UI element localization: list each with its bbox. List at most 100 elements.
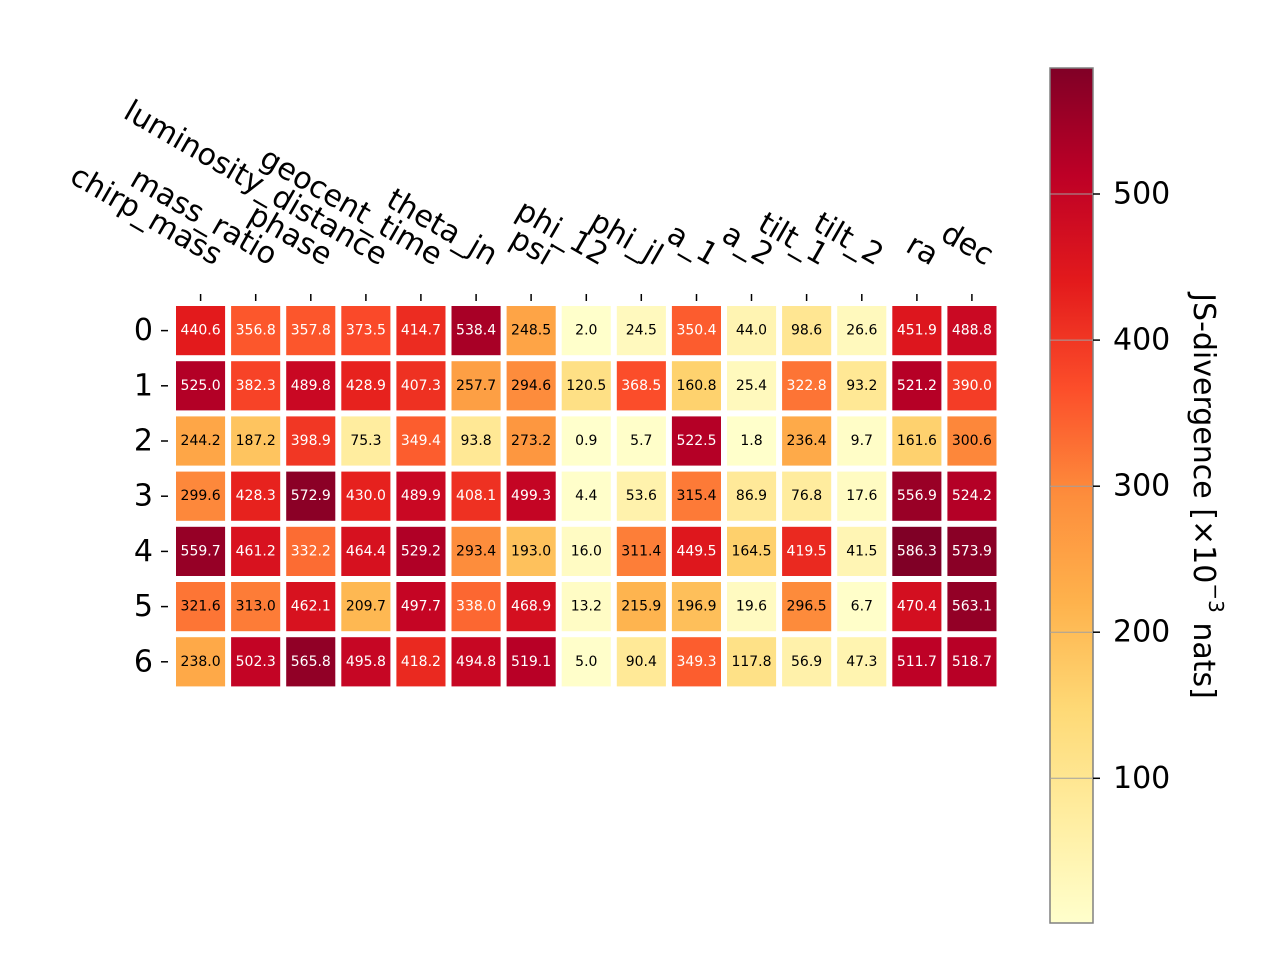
heatmap-cell-rect bbox=[176, 526, 226, 576]
heatmap-cell: 75.3 bbox=[341, 416, 391, 466]
heatmap-cell-rect bbox=[231, 306, 281, 356]
y-tick-label: 5 bbox=[134, 589, 153, 624]
x-tick-label: ra bbox=[900, 227, 944, 273]
heatmap-cell-rect bbox=[782, 471, 832, 521]
heatmap-cell: 209.7 bbox=[341, 582, 391, 632]
heatmap-cell: 522.5 bbox=[671, 416, 721, 466]
x-axis: chirp_massmass_ratiophaseluminosity_dist… bbox=[64, 94, 999, 301]
heatmap-cell-rect bbox=[341, 416, 391, 466]
heatmap-cell-label: 519.1 bbox=[511, 654, 551, 670]
heatmap-cell-label: 462.1 bbox=[291, 599, 331, 615]
heatmap-cell: 19.6 bbox=[727, 582, 777, 632]
heatmap-cell-label: 193.0 bbox=[511, 543, 551, 559]
heatmap-cell: 93.8 bbox=[451, 416, 501, 466]
heatmap-cell: 26.6 bbox=[837, 306, 887, 356]
heatmap-cell: 502.3 bbox=[231, 637, 281, 687]
heatmap-cell-label: 418.2 bbox=[401, 654, 441, 670]
heatmap-cell-label: 244.2 bbox=[181, 433, 221, 449]
heatmap-cell-label: 76.8 bbox=[791, 488, 822, 504]
heatmap-cell-rect bbox=[451, 306, 501, 356]
heatmap-cell-rect bbox=[671, 637, 721, 687]
heatmap-cell: 414.7 bbox=[396, 306, 446, 356]
heatmap-cell: 419.5 bbox=[782, 526, 832, 576]
heatmap-cell-rect bbox=[396, 582, 446, 632]
heatmap-cell-label: 26.6 bbox=[846, 323, 877, 339]
x-tick-label: a_1 bbox=[661, 216, 724, 273]
heatmap-cell: 315.4 bbox=[671, 471, 721, 521]
heatmap-cell-rect bbox=[727, 526, 777, 576]
heatmap-cell-label: 357.8 bbox=[291, 323, 331, 339]
heatmap-cell-label: 90.4 bbox=[626, 654, 657, 670]
heatmap-cells: 440.6 356.8 357.8 373.5 414.7 538.4 248.5 2.0 24… bbox=[176, 306, 997, 687]
heatmap-cell: 563.1 bbox=[947, 582, 997, 632]
heatmap-cell-rect bbox=[561, 637, 611, 687]
heatmap-cell-label: 86.9 bbox=[736, 488, 767, 504]
heatmap-cell-rect bbox=[727, 582, 777, 632]
heatmap-cell-rect bbox=[782, 526, 832, 576]
heatmap-cell: 164.5 bbox=[727, 526, 777, 576]
heatmap-cell: 586.3 bbox=[892, 526, 942, 576]
heatmap-cell-label: 238.0 bbox=[181, 654, 221, 670]
heatmap-cell-rect bbox=[892, 582, 942, 632]
heatmap-cell: 90.4 bbox=[616, 637, 666, 687]
heatmap-cell: 495.8 bbox=[341, 637, 391, 687]
y-tick-label: 2 bbox=[134, 424, 153, 459]
heatmap-cell-rect bbox=[671, 582, 721, 632]
heatmap-cell: 524.2 bbox=[947, 471, 997, 521]
heatmap-cell: 76.8 bbox=[782, 471, 832, 521]
heatmap-cell: 511.7 bbox=[892, 637, 942, 687]
heatmap-cell: 349.3 bbox=[671, 637, 721, 687]
heatmap-cell-rect bbox=[727, 637, 777, 687]
heatmap-cell: 300.6 bbox=[947, 416, 997, 466]
heatmap-cell: 494.8 bbox=[451, 637, 501, 687]
heatmap-cell-rect bbox=[176, 471, 226, 521]
heatmap-cell: 470.4 bbox=[892, 582, 942, 632]
heatmap-cell-label: 430.0 bbox=[346, 488, 386, 504]
heatmap-cell: 529.2 bbox=[396, 526, 446, 576]
heatmap-cell: 461.2 bbox=[231, 526, 281, 576]
colorbar-gradient bbox=[1049, 67, 1094, 924]
heatmap-cell-label: 332.2 bbox=[291, 543, 331, 559]
heatmap-cell-label: 321.6 bbox=[181, 599, 221, 615]
heatmap-cell-label: 538.4 bbox=[456, 323, 496, 339]
heatmap-cell-rect bbox=[892, 416, 942, 466]
heatmap-cell-label: 495.8 bbox=[346, 654, 386, 670]
heatmap-cell-label: 9.7 bbox=[851, 433, 873, 449]
heatmap-cell-rect bbox=[561, 361, 611, 411]
heatmap-cell: 322.8 bbox=[782, 361, 832, 411]
heatmap-cell: 428.9 bbox=[341, 361, 391, 411]
heatmap-cell-label: 349.3 bbox=[676, 654, 716, 670]
heatmap-cell-label: 428.3 bbox=[236, 488, 276, 504]
heatmap-cell-label: 236.4 bbox=[787, 433, 827, 449]
heatmap-cell: 462.1 bbox=[286, 582, 336, 632]
heatmap-cell-rect bbox=[892, 361, 942, 411]
heatmap-cell-rect bbox=[231, 416, 281, 466]
heatmap-cell-rect bbox=[286, 637, 336, 687]
heatmap-cell-label: 521.2 bbox=[897, 378, 937, 394]
heatmap-cell-rect bbox=[837, 361, 887, 411]
heatmap-cell: 382.3 bbox=[231, 361, 281, 411]
y-tick-label: 1 bbox=[134, 368, 153, 403]
heatmap-cell: 248.5 bbox=[506, 306, 556, 356]
heatmap-cell-rect bbox=[782, 306, 832, 356]
heatmap-cell: 5.7 bbox=[616, 416, 666, 466]
heatmap-cell: 25.4 bbox=[727, 361, 777, 411]
heatmap-cell-label: 120.5 bbox=[566, 378, 606, 394]
y-tick-label: 6 bbox=[134, 644, 153, 679]
colorbar-tick-label: 400 bbox=[1113, 323, 1170, 358]
heatmap-cell-rect bbox=[396, 361, 446, 411]
colorbar-tick-label: 300 bbox=[1113, 469, 1170, 504]
heatmap-cell-rect bbox=[782, 416, 832, 466]
heatmap-cell-rect bbox=[506, 471, 556, 521]
heatmap-cell-label: 93.2 bbox=[846, 378, 877, 394]
heatmap-cell-label: 468.9 bbox=[511, 599, 551, 615]
colorbar-tick-label: 100 bbox=[1113, 761, 1170, 796]
heatmap-cell-label: 525.0 bbox=[181, 378, 221, 394]
heatmap-cell-label: 322.8 bbox=[787, 378, 827, 394]
heatmap-cell-rect bbox=[947, 306, 997, 356]
heatmap-cell: 559.7 bbox=[176, 526, 226, 576]
heatmap-cell-label: 164.5 bbox=[731, 543, 771, 559]
colorbar-label: JS-divergence [×10−3 nats] bbox=[1187, 291, 1229, 699]
heatmap-cell-label: 5.7 bbox=[630, 433, 652, 449]
heatmap-cell-label: 196.9 bbox=[676, 599, 716, 615]
